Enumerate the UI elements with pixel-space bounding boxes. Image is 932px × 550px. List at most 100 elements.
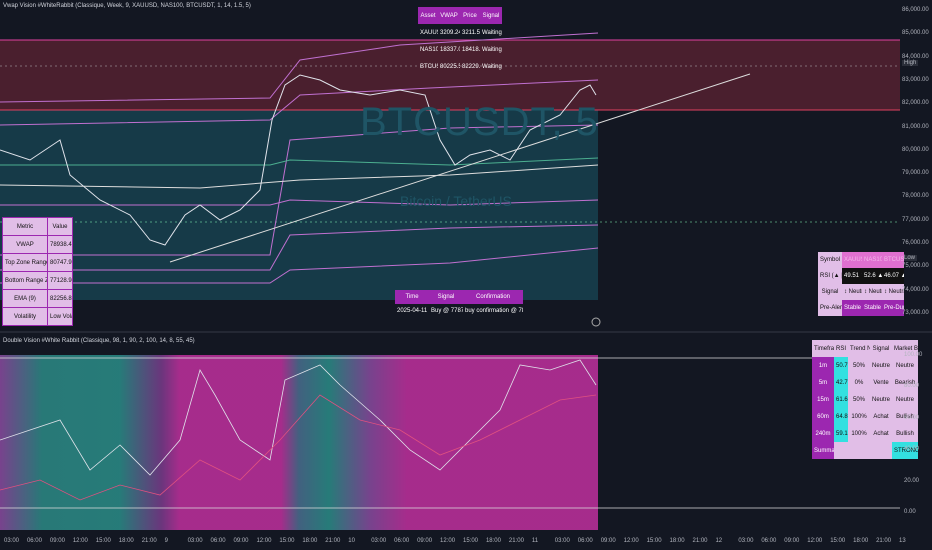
table-row: 5m 42.7 0% Vente Bearish: [812, 374, 918, 391]
table-row: SymbolXAUUSDNAS100BTCUSDT: [818, 252, 904, 268]
table-cell: 2025-04-11 12:00: [397, 308, 429, 314]
table-cell: Neutre: [870, 357, 892, 374]
table-cell: 50%: [848, 391, 870, 408]
table-row: EMA (9)82256.82: [2, 289, 73, 308]
time-tick-label: 09:00: [417, 538, 433, 544]
table-cell: Pre-Alert: [818, 300, 842, 316]
data-table: AssetVWAPPriceSignalXAUUSD3209.243211.59…: [418, 7, 502, 75]
table-cell: 64.8: [834, 408, 848, 425]
price-tick-label: 75,000.00: [902, 263, 929, 270]
table-cell: Stable: [842, 300, 862, 316]
price-tick-label: 81,000.00: [902, 123, 929, 130]
table-cell: Buy @ 77871.78: [431, 308, 463, 314]
time-tick-label: 12:00: [623, 538, 639, 544]
oscillator-tick-label: 0.00: [904, 509, 916, 515]
table-cell: Neutre: [892, 391, 918, 408]
table-cell: Bullish: [892, 425, 918, 442]
table-cell: Signal: [818, 284, 842, 300]
time-tick-label: 09:00: [784, 538, 800, 544]
time-tick-label: 03:00: [371, 538, 387, 544]
oscillator-tick-label: 40.00: [904, 446, 920, 453]
table-cell: [870, 442, 892, 459]
time-tick-label: 13: [899, 538, 906, 544]
table-cell: 61.6: [834, 391, 848, 408]
price-tick-label: 86,000.00: [902, 7, 929, 13]
price-tick-label: 82,000.00: [902, 100, 929, 107]
table-row: Signal↕ Neutral↕ Neutral↕ Neutral: [818, 284, 904, 300]
table-cell: Low Volatility: [47, 307, 73, 326]
table-cell: 3211.59: [462, 29, 480, 36]
time-tick-label: 03:00: [554, 538, 570, 544]
table-cell: Top Zone Range: [2, 253, 48, 272]
table-cell: 5m: [812, 374, 834, 391]
time-tick-label: 18:00: [485, 538, 501, 544]
table-cell: 59.1: [834, 425, 848, 442]
price-tick-label: 79,000.00: [902, 170, 929, 177]
table-row: 60m 64.8 100% Achat Bullish: [812, 408, 918, 425]
time-tick-label: 03:00: [738, 538, 754, 544]
table-row: NAS10018337.0318418.6Waiting: [418, 41, 502, 58]
header-cell: Metric: [2, 217, 48, 236]
table-cell: Waiting: [482, 46, 502, 53]
oscillator-tick-label: 80.00: [904, 383, 920, 390]
price-tick-label: 84,000.00: [902, 53, 929, 60]
time-tick-label: 15:00: [646, 538, 662, 544]
table-cell: 80747.95: [47, 253, 73, 272]
table-cell: Bullish: [892, 408, 918, 425]
table-cell: Vente: [870, 374, 892, 391]
time-tick-label: 12:00: [72, 538, 88, 544]
time-tick-label: 18:00: [118, 538, 134, 544]
table-row: 15m 61.6 50% Neutre Neutre: [812, 391, 918, 408]
table-cell: Bottom Range Zone: [2, 271, 48, 290]
vwap-line: [0, 164, 599, 189]
table-cell: ↕ Neutral: [882, 284, 904, 300]
table-cell: NAS100: [420, 46, 438, 53]
table-cell: 50%: [848, 357, 870, 374]
time-tick-label: 21:00: [325, 538, 341, 544]
price-tick-label: 83,000.00: [902, 76, 929, 83]
table-cell: 3209.24: [440, 29, 460, 36]
table-cell: 49.51 ▼: [842, 268, 862, 284]
table-cell: Bearish: [892, 374, 918, 391]
header-cell: Market Bias: [892, 340, 918, 357]
table-cell: Achat: [870, 425, 892, 442]
oscillator-tick-label: 100.00: [904, 352, 923, 358]
time-tick-label: 18:00: [853, 538, 869, 544]
table-cell: Summary: [812, 442, 834, 459]
scroll-button[interactable]: [591, 317, 601, 327]
time-tick-label: 10: [348, 538, 355, 544]
time-tick-label: 21:00: [508, 538, 524, 544]
watermark-symbol: BTCUSDT, 5: [360, 100, 599, 144]
band: [0, 32, 599, 103]
time-tick-label: 15:00: [463, 538, 479, 544]
table-cell: Neutre: [892, 357, 918, 374]
table-cell: 18337.03: [440, 46, 460, 53]
table-cell: 100%: [848, 425, 870, 442]
table-cell: BTCUSDT: [882, 252, 904, 268]
header-cell: Price: [460, 7, 480, 24]
table-cell: Symbol: [818, 252, 842, 268]
table-cell: 78938.45: [47, 235, 73, 254]
price-tick-label: 76,000.00: [902, 240, 929, 246]
time-tick-label: 12: [715, 538, 723, 544]
time-tick-label: 09:00: [233, 538, 249, 544]
table-cell: VWAP: [2, 235, 48, 254]
time-tick-label: 09:00: [49, 538, 65, 544]
table-cell: ↕ Neutral: [862, 284, 882, 300]
time-tick-label: 06:00: [394, 538, 410, 544]
band: [0, 124, 599, 256]
price-tick-label: 78,000.00: [902, 193, 929, 200]
time-tick-label: 03:00: [187, 538, 203, 544]
time-tick-label: 06:00: [26, 538, 42, 544]
table-cell: Stable: [862, 300, 882, 316]
header-cell: Trend Norm: [848, 340, 870, 357]
table-cell: XAUUSD: [842, 252, 862, 268]
table-cell: XAUUSD: [420, 29, 438, 36]
header-cell: Timeframe: [812, 340, 834, 357]
time-tick-label: 06:00: [761, 538, 777, 544]
data-table: TimeframeRSITrend NormSignalMarket Bias1…: [812, 340, 918, 459]
table-row: BTCUSDT80225.5382229.74Waiting: [418, 58, 502, 75]
